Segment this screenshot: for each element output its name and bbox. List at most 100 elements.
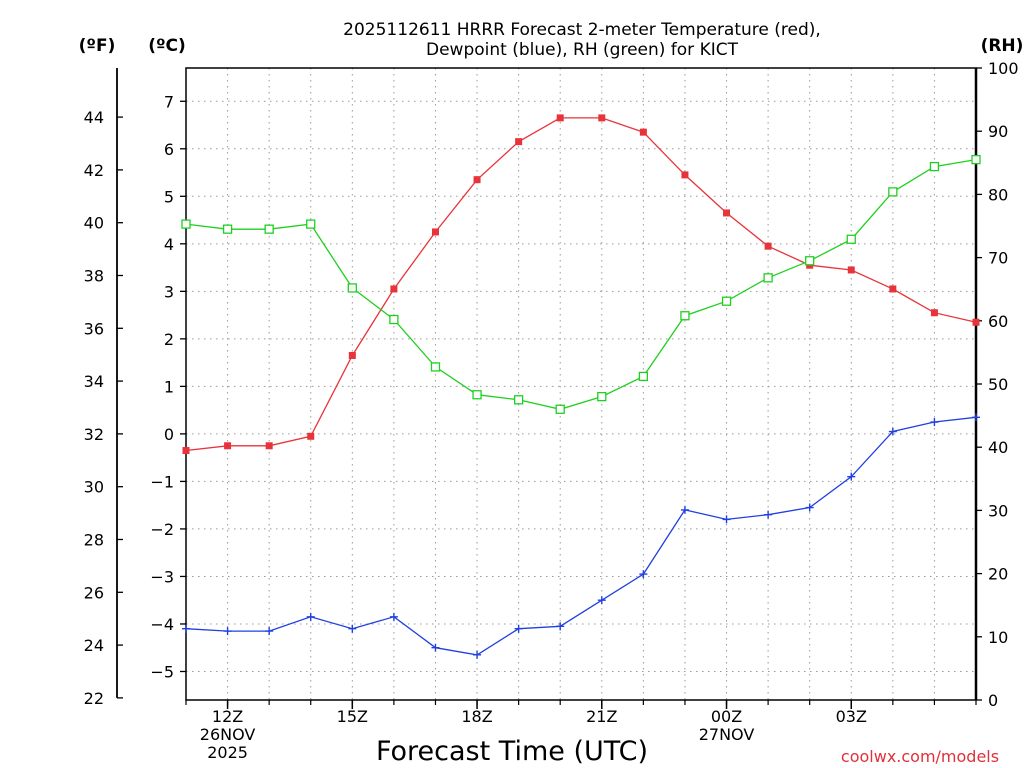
2-meter-temperature-point xyxy=(598,114,606,122)
dewpoint-point xyxy=(431,643,440,652)
dewpoint-point xyxy=(972,413,980,422)
rh-point xyxy=(389,314,399,325)
2-meter-temperature-point xyxy=(224,442,232,450)
rh-tick-label: 90 xyxy=(988,122,1008,141)
dewpoint-line xyxy=(185,416,977,656)
2-meter-temperature-point xyxy=(972,318,980,326)
2-meter-temperature-point xyxy=(556,114,564,122)
dewpoint-point xyxy=(473,650,482,659)
rh-tick-label: 50 xyxy=(988,375,1008,394)
rh-tick-label: 10 xyxy=(988,628,1008,647)
2-meter-temperature-point xyxy=(431,228,439,236)
x-tick-label: 15Z xyxy=(337,707,368,726)
data-series xyxy=(181,114,981,659)
celsius-tick-label: −1 xyxy=(150,472,174,491)
x-tick-label: 12Z xyxy=(212,707,243,726)
celsius-tick-label: 4 xyxy=(164,235,174,254)
celsius-tick-label: −5 xyxy=(150,662,174,681)
rh-tick-label: 40 xyxy=(988,438,1008,457)
dewpoint-point xyxy=(265,627,274,636)
rh-point xyxy=(306,219,316,229)
chart-title-line-1: 2025112611 HRRR Forecast 2-meter Tempera… xyxy=(343,20,821,40)
fahrenheit-tick-label: 32 xyxy=(84,425,104,444)
dewpoint-point xyxy=(182,624,190,633)
dewpoint-point xyxy=(680,505,689,514)
rh-tick-label: 70 xyxy=(988,249,1008,268)
fahrenheit-tick-label: 36 xyxy=(84,319,104,338)
dewpoint-point xyxy=(888,427,897,436)
dewpoint-point xyxy=(805,503,814,512)
rh-point xyxy=(264,224,274,234)
dewpoint-point xyxy=(597,596,606,605)
2-meter-temperature-point xyxy=(639,128,647,136)
x-tick-label: 03Z xyxy=(836,707,867,726)
dewpoint-point xyxy=(306,612,315,621)
axes: −5−4−3−2−1012345672224262830323436384042… xyxy=(84,59,1019,762)
rh-unit-label: (RH) xyxy=(981,36,1024,56)
x-tick-label: 21Z xyxy=(586,707,617,726)
2-meter-temperature-point xyxy=(515,138,523,146)
rh-point xyxy=(763,273,773,283)
x-tick-label: 00Z xyxy=(711,707,742,726)
rh-point xyxy=(721,296,732,306)
2-meter-temperature-point xyxy=(764,242,772,250)
fahrenheit-unit-label: (ºF) xyxy=(79,36,116,56)
2-meter-temperature-point xyxy=(265,442,273,450)
celsius-tick-label: 7 xyxy=(164,92,174,111)
chart-title-line-2: Dewpoint (blue), RH (green) for KICT xyxy=(426,40,739,60)
fahrenheit-tick-label: 40 xyxy=(84,214,104,233)
rh-point xyxy=(971,154,981,165)
dewpoint-point xyxy=(930,418,939,427)
x-axis-title: Forecast Time (UTC) xyxy=(376,736,648,767)
rh-tick-label: 60 xyxy=(988,312,1008,331)
rh-point xyxy=(597,391,607,402)
2-meter-temperature-point xyxy=(930,309,938,317)
rh-point xyxy=(430,362,441,372)
fahrenheit-tick-label: 34 xyxy=(84,372,104,391)
rh-point xyxy=(888,187,898,197)
rh-point xyxy=(472,390,482,400)
2-meter-temperature-point xyxy=(681,171,689,179)
x-tick-label: 27NOV xyxy=(699,725,755,744)
fahrenheit-tick-label: 38 xyxy=(84,266,104,285)
2-meter-temperature-point xyxy=(307,432,315,440)
2-meter-temperature-point xyxy=(847,266,855,274)
dewpoint-point xyxy=(514,624,523,633)
celsius-unit-label: (ºC) xyxy=(148,36,186,56)
x-tick-label: 18Z xyxy=(461,707,492,726)
celsius-tick-label: 6 xyxy=(164,140,174,159)
rh-tick-label: 30 xyxy=(988,501,1008,520)
rh-point xyxy=(805,256,815,266)
2-meter-temperature-point xyxy=(889,285,897,293)
fahrenheit-tick-label: 24 xyxy=(84,636,104,655)
dewpoint-point xyxy=(639,570,648,579)
rh-point xyxy=(929,161,940,172)
rh-point xyxy=(555,404,565,414)
celsius-tick-label: −4 xyxy=(150,615,174,634)
fahrenheit-tick-label: 44 xyxy=(84,108,104,127)
rh-tick-label: 80 xyxy=(988,185,1008,204)
dewpoint-point xyxy=(556,622,565,631)
2-meter-temperature-line xyxy=(185,117,977,452)
x-tick-label: 26NOV xyxy=(200,725,256,744)
fahrenheit-tick-label: 42 xyxy=(84,161,104,180)
dewpoint-point xyxy=(722,515,731,524)
rh-tick-label: 20 xyxy=(988,565,1008,584)
rh-tick-label: 100 xyxy=(988,59,1019,78)
rh-point xyxy=(513,395,524,405)
rh-point xyxy=(846,234,856,244)
fahrenheit-tick-label: 30 xyxy=(84,478,104,497)
rh-point xyxy=(181,219,191,229)
2-meter-temperature-point xyxy=(182,447,190,455)
rh-point xyxy=(680,311,690,321)
credit-text: coolwx.com/models xyxy=(841,747,999,766)
rh-tick-label: 0 xyxy=(988,691,998,710)
2-meter-temperature-point xyxy=(723,209,731,217)
rh-line xyxy=(185,158,977,410)
rh-point xyxy=(347,283,357,293)
2-meter-temperature-point xyxy=(390,285,398,293)
celsius-tick-label: 1 xyxy=(164,377,174,396)
rh-point xyxy=(222,224,233,234)
